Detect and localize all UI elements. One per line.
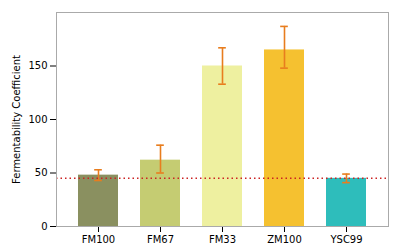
svg-text:ZM100: ZM100 [267, 234, 302, 245]
svg-text:150: 150 [28, 60, 47, 71]
svg-text:YSC99: YSC99 [329, 234, 362, 245]
svg-text:0: 0 [41, 221, 47, 232]
svg-text:FM67: FM67 [147, 234, 174, 245]
svg-text:100: 100 [28, 114, 47, 125]
svg-text:FM100: FM100 [82, 234, 115, 245]
svg-text:FM33: FM33 [209, 234, 236, 245]
svg-text:50: 50 [35, 167, 48, 178]
svg-text:Fermentability Coefficient: Fermentability Coefficient [11, 55, 22, 184]
